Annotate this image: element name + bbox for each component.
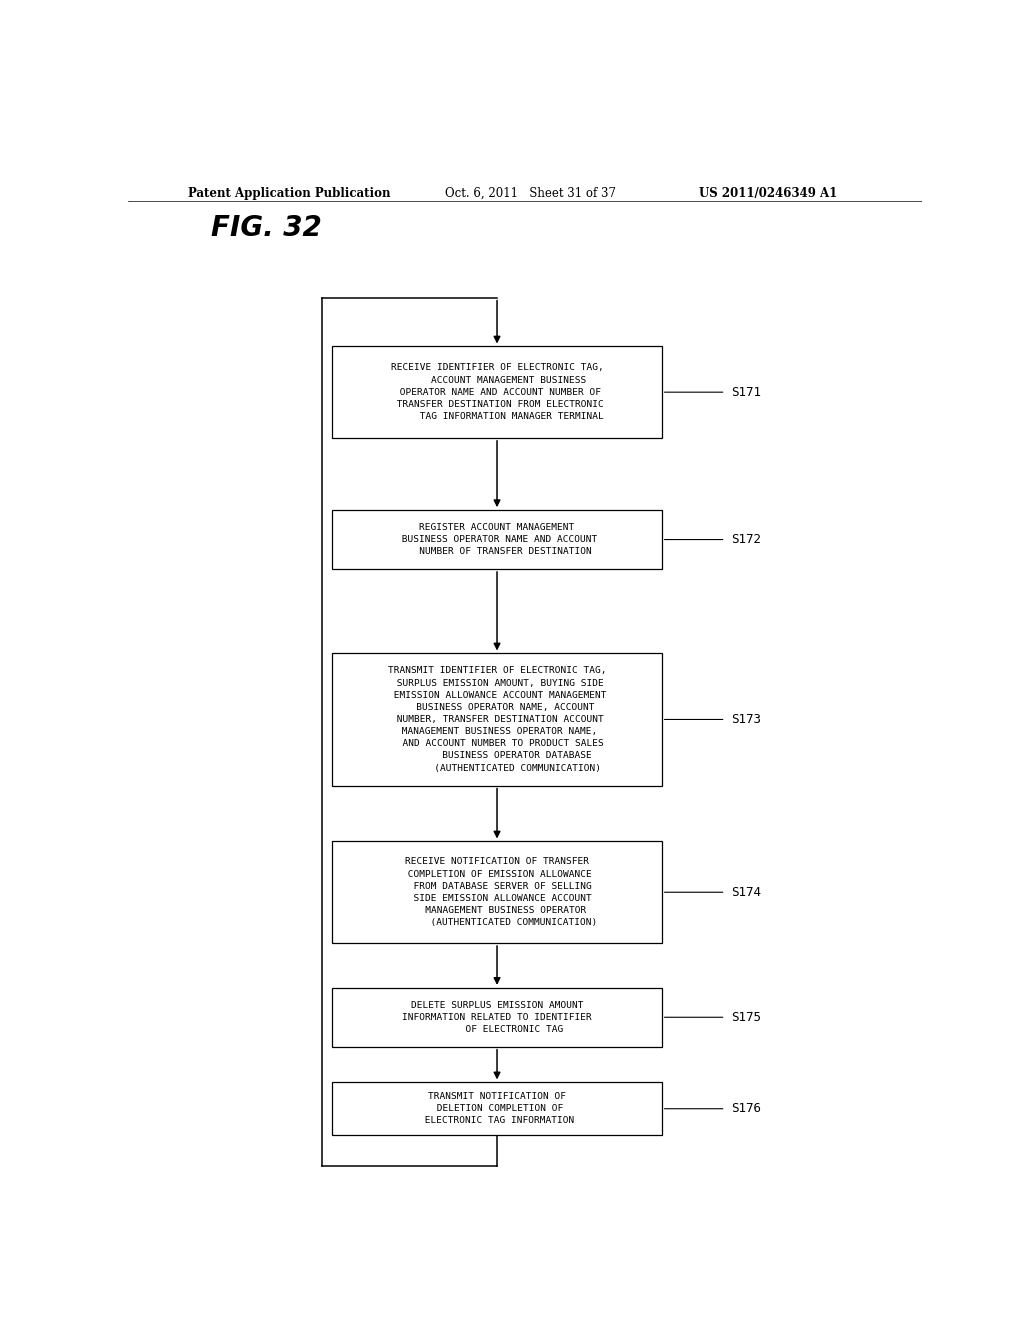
Text: TRANSMIT NOTIFICATION OF
 DELETION COMPLETION OF
 ELECTRONIC TAG INFORMATION: TRANSMIT NOTIFICATION OF DELETION COMPLE… <box>420 1092 574 1126</box>
Bar <box>333 653 662 785</box>
Text: RECEIVE NOTIFICATION OF TRANSFER
 COMPLETION OF EMISSION ALLOWANCE
  FROM DATABA: RECEIVE NOTIFICATION OF TRANSFER COMPLET… <box>396 858 598 927</box>
Text: US 2011/0246349 A1: US 2011/0246349 A1 <box>699 187 838 199</box>
Text: S173: S173 <box>731 713 761 726</box>
Bar <box>333 510 662 569</box>
Bar <box>333 346 662 438</box>
Text: TRANSMIT IDENTIFIER OF ELECTRONIC TAG,
 SURPLUS EMISSION AMOUNT, BUYING SIDE
 EM: TRANSMIT IDENTIFIER OF ELECTRONIC TAG, S… <box>388 667 606 772</box>
Text: Patent Application Publication: Patent Application Publication <box>187 187 390 199</box>
Text: DELETE SURPLUS EMISSION AMOUNT
INFORMATION RELATED TO IDENTIFIER
      OF ELECTR: DELETE SURPLUS EMISSION AMOUNT INFORMATI… <box>402 1001 592 1034</box>
Text: RECEIVE IDENTIFIER OF ELECTRONIC TAG,
    ACCOUNT MANAGEMENT BUSINESS
 OPERATOR : RECEIVE IDENTIFIER OF ELECTRONIC TAG, AC… <box>390 363 603 421</box>
Text: S176: S176 <box>731 1102 761 1115</box>
Text: FIG. 32: FIG. 32 <box>211 214 323 243</box>
Text: S174: S174 <box>731 886 761 899</box>
Text: S171: S171 <box>731 385 761 399</box>
Bar <box>333 1082 662 1135</box>
Text: Oct. 6, 2011   Sheet 31 of 37: Oct. 6, 2011 Sheet 31 of 37 <box>445 187 616 199</box>
Bar <box>333 841 662 942</box>
Bar <box>333 987 662 1047</box>
Text: REGISTER ACCOUNT MANAGEMENT
 BUSINESS OPERATOR NAME AND ACCOUNT
   NUMBER OF TRA: REGISTER ACCOUNT MANAGEMENT BUSINESS OPE… <box>396 523 598 556</box>
Text: S172: S172 <box>731 533 761 546</box>
Text: S175: S175 <box>731 1011 761 1024</box>
